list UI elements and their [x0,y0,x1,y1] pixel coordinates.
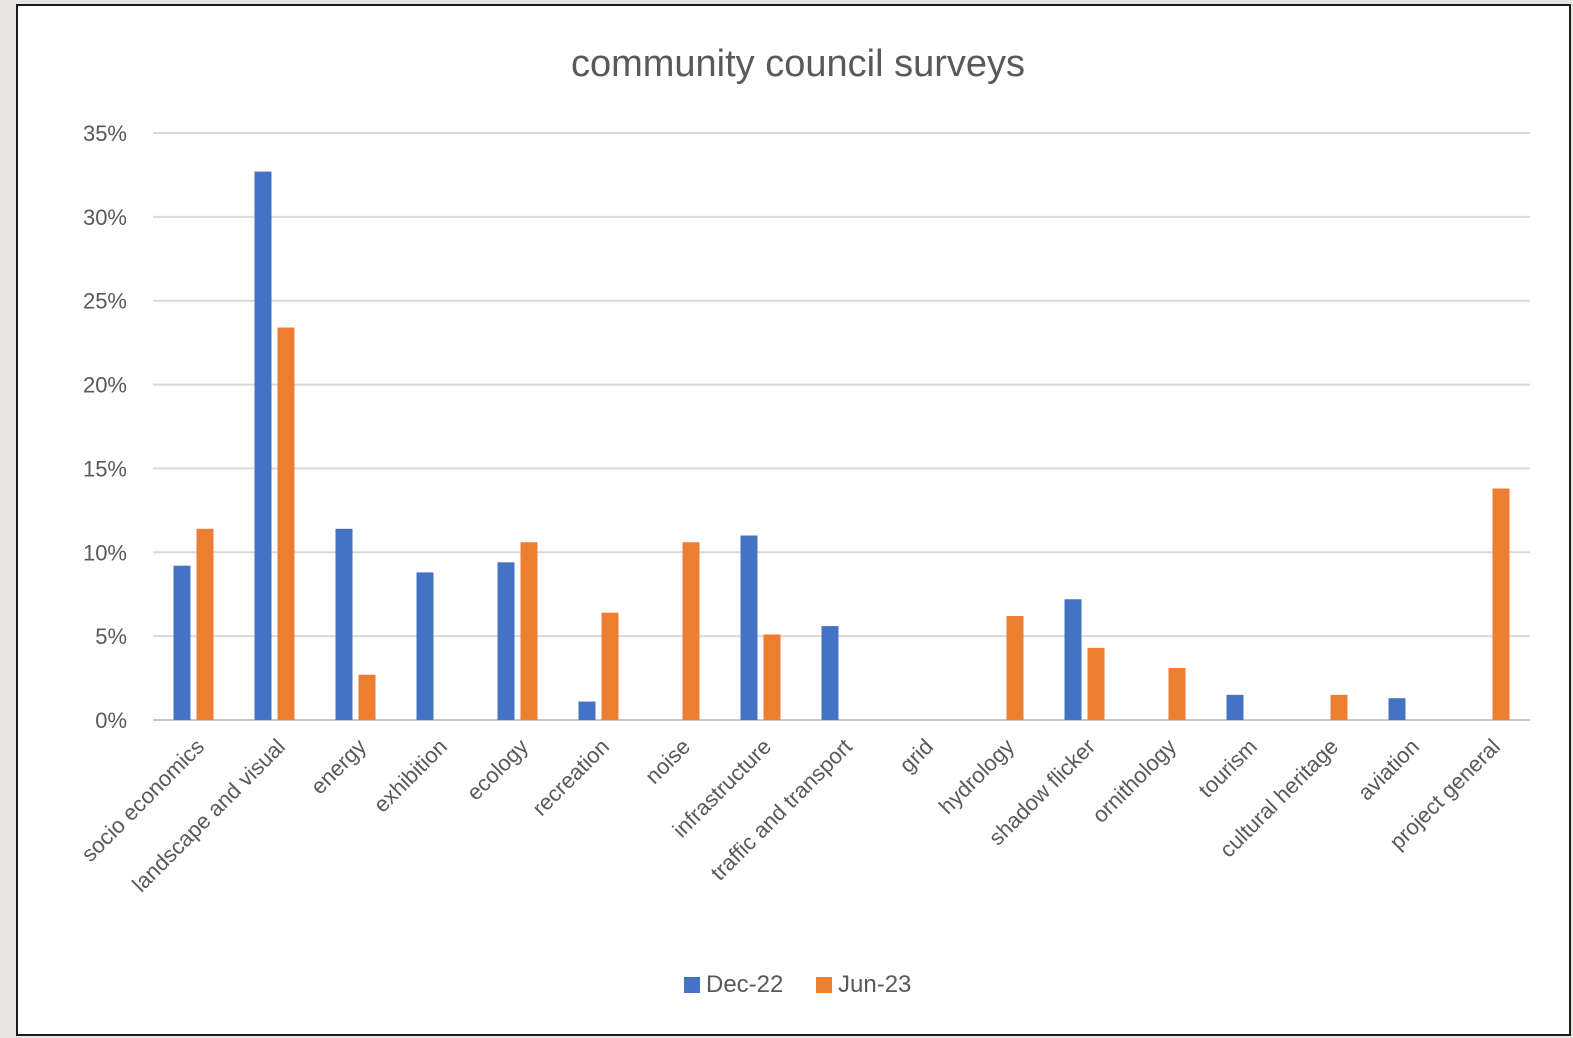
y-axis-tick-labels: 0% 5% 10% 15% 20% 25% 30% 35% [83,121,127,733]
bar-dec-22 [1064,599,1082,720]
x-category-label: ecology [462,734,533,805]
bar-jun-23 [1087,647,1105,720]
y-tick-label: 35% [83,121,127,146]
gridlines [153,132,1530,721]
chart-svg: community council surveys 0% 5% 10% 15% 20% 2… [76,43,1530,998]
x-category-label: energy [306,734,371,799]
y-tick-label: 5% [95,624,127,649]
y-tick-label: 0% [95,708,127,733]
y-tick-label: 20% [83,373,127,398]
bar-jun-23 [763,634,781,720]
x-category-label: hydrology [934,734,1019,819]
x-category-label: tourism [1193,734,1262,803]
x-category-label: ornithology [1087,734,1181,828]
bar-dec-22 [821,626,839,720]
bar-dec-22 [497,562,515,720]
bar-jun-23 [277,327,295,720]
bar-jun-23 [1492,488,1510,720]
bar-dec-22 [416,572,434,720]
bar-jun-23 [1330,694,1348,720]
bar-dec-22 [254,171,272,720]
x-category-label: landscape and visual [127,734,290,897]
y-tick-label: 25% [83,289,127,314]
bar-dec-22 [335,528,353,720]
bar-jun-23 [1168,668,1186,720]
y-tick-label: 15% [83,456,127,481]
bar-jun-23 [358,674,376,720]
bar-dec-22 [173,565,191,720]
legend-swatch [816,977,832,993]
bar-dec-22 [1388,698,1406,720]
bar-jun-23 [601,612,619,720]
y-tick-label: 30% [83,205,127,230]
x-category-label: traffic and transport [706,734,857,885]
legend: Dec-22 Jun-23 [684,971,911,998]
x-category-label: recreation [527,734,614,821]
bar-jun-23 [1006,616,1024,720]
bar-jun-23 [520,542,538,720]
bar-dec-22 [740,535,758,720]
bar-jun-23 [682,542,700,720]
legend-swatch [684,977,700,993]
x-category-label: aviation [1353,734,1424,805]
x-category-label: noise [640,734,695,789]
bar-jun-23 [196,528,214,720]
legend-label: Dec-22 [706,971,783,998]
x-category-label: exhibition [369,734,452,817]
bar-dec-22 [578,701,596,720]
chart-title: community council surveys [571,43,1025,85]
bar-dec-22 [1226,694,1244,720]
legend-label: Jun-23 [838,971,911,998]
chart-panel: community council surveys 0% 5% 10% 15% 20% 2… [16,4,1571,1036]
y-tick-label: 10% [83,540,127,565]
x-category-label: grid [894,734,938,778]
bars [173,171,1510,720]
